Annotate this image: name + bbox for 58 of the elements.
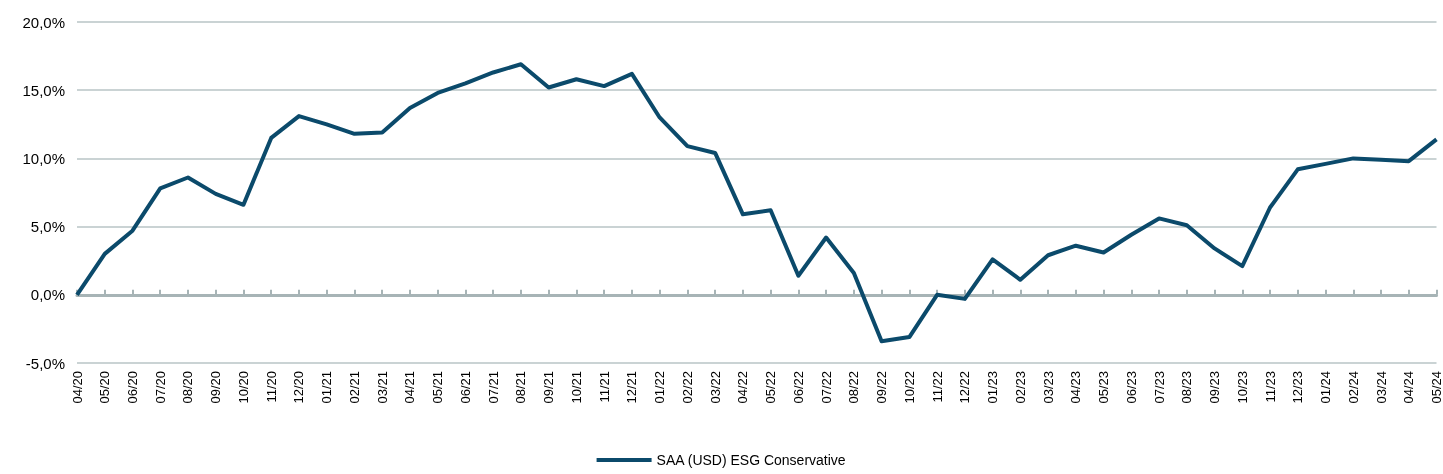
x-tick-label: 08/23 xyxy=(1179,371,1195,404)
x-tick-label: 10/21 xyxy=(568,371,584,404)
y-tick-label: 15,0% xyxy=(22,81,65,99)
x-tick-label: 08/20 xyxy=(180,371,196,404)
x-tick-label: 05/24 xyxy=(1429,371,1443,404)
x-tick-label: 11/22 xyxy=(929,371,945,403)
x-tick-label: 04/24 xyxy=(1401,371,1417,404)
x-tick-label: 10/23 xyxy=(1234,371,1250,404)
x-tick-label: 07/20 xyxy=(152,371,168,404)
x-tick-label: 09/20 xyxy=(208,371,224,404)
x-tick-label: 03/21 xyxy=(374,371,390,404)
x-tick-label: 05/22 xyxy=(763,371,779,404)
x-tick-label: 02/22 xyxy=(679,371,695,404)
legend-label: SAA (USD) ESG Conservative xyxy=(656,452,846,468)
x-tick-label: 02/21 xyxy=(346,371,362,404)
x-tick-label: 05/21 xyxy=(430,371,446,404)
x-tick-label: 12/23 xyxy=(1290,371,1306,404)
x-tick-label: 10/20 xyxy=(235,371,251,404)
x-tick-label: 01/23 xyxy=(985,371,1001,404)
x-tick-label: 03/22 xyxy=(707,371,723,404)
x-tick-label: 12/21 xyxy=(624,371,640,404)
y-tick-label: 5,0% xyxy=(30,218,65,236)
x-tick-label: 09/23 xyxy=(1207,371,1223,404)
x-tick-label: 09/22 xyxy=(874,371,890,404)
x-tick-label: 06/20 xyxy=(124,371,140,404)
x-tick-label: 05/20 xyxy=(97,371,113,404)
y-tick-label: 20,0% xyxy=(22,13,65,31)
x-tick-label: 11/21 xyxy=(596,371,612,403)
x-tick-label: 11/20 xyxy=(263,371,279,403)
x-tick-label: 06/23 xyxy=(1123,371,1139,404)
x-tick-label: 12/22 xyxy=(957,371,973,404)
x-tick-label: 06/21 xyxy=(457,371,473,404)
x-tick-label: 07/23 xyxy=(1151,371,1167,404)
x-tick-label: 12/20 xyxy=(291,371,307,404)
x-tick-label: 01/21 xyxy=(319,371,335,404)
x-tick-label: 08/21 xyxy=(513,371,529,404)
x-tick-label: 09/21 xyxy=(541,371,557,404)
x-tick-label: 04/21 xyxy=(402,371,418,404)
x-tick-label: 06/22 xyxy=(790,371,806,404)
x-tick-label: 07/21 xyxy=(485,371,501,404)
x-tick-label: 02/24 xyxy=(1345,371,1361,404)
y-tick-label: 0,0% xyxy=(30,286,65,304)
x-tick-label: 05/23 xyxy=(1096,371,1112,404)
x-tick-label: 04/22 xyxy=(735,371,751,404)
y-tick-label: 10,0% xyxy=(22,149,65,167)
x-tick-label: 07/22 xyxy=(818,371,834,404)
x-tick-label: 08/22 xyxy=(846,371,862,404)
x-tick-label: 04/23 xyxy=(1068,371,1084,404)
y-tick-label: -5,0% xyxy=(25,354,65,372)
line-series xyxy=(75,62,1439,344)
x-tick-label: 03/23 xyxy=(1040,371,1056,404)
x-tick-label: 04/20 xyxy=(69,371,85,404)
x-tick-label: 10/22 xyxy=(901,371,917,404)
x-tick-label: 02/23 xyxy=(1012,371,1028,404)
x-tick-label: 11/23 xyxy=(1262,371,1278,403)
x-tick-label: 01/22 xyxy=(652,371,668,404)
x-tick-label: 03/24 xyxy=(1373,371,1389,404)
x-tick-label: 01/24 xyxy=(1318,371,1334,404)
